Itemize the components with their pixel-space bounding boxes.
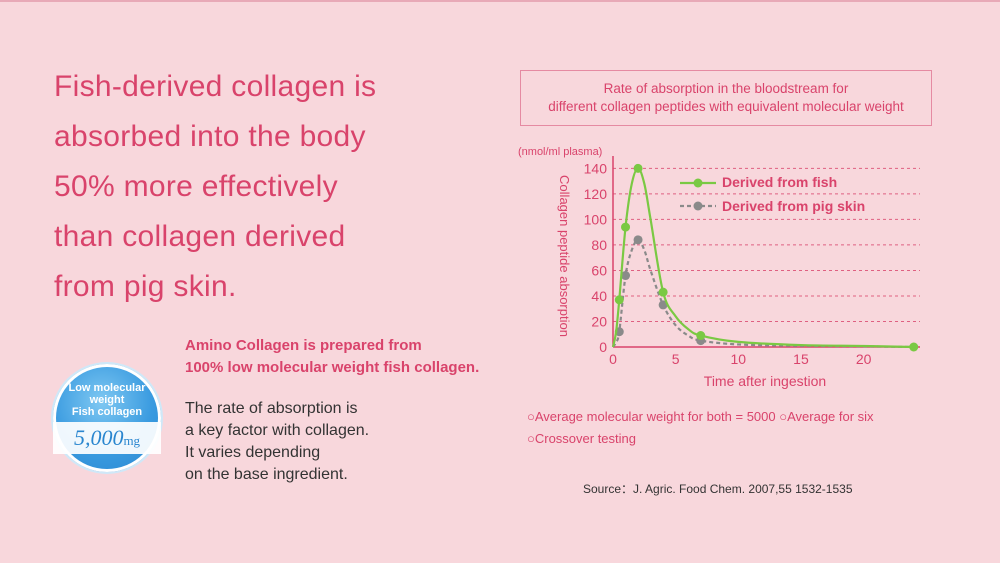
chart-title-line: different collagen peptides with equival… — [548, 99, 904, 114]
data-point-fish — [909, 342, 919, 352]
chart-title-line: Rate of absorption in the bloodstream fo… — [603, 81, 849, 96]
legend-pig-label: Derived from pig skin — [722, 198, 866, 214]
y-tick-label: 60 — [591, 262, 607, 278]
legend-marker-fish — [693, 178, 703, 188]
legend-marker-pig — [693, 201, 703, 211]
body-line: It varies depending — [185, 444, 321, 461]
series-line-pig — [612, 238, 914, 349]
headline-line: Fish-derived collagen is — [54, 70, 377, 103]
x-tick-label: 0 — [609, 351, 617, 367]
headline-line: 50% more effectively — [54, 170, 338, 203]
y-tick-label: 0 — [599, 339, 607, 355]
y-tick-label: 100 — [584, 211, 608, 227]
legend-fish: Derived from fish — [722, 174, 837, 190]
x-tick-label: 20 — [856, 351, 872, 367]
y-tick-label: 120 — [584, 186, 608, 202]
badge-label: Low molecular weight Fish collagen — [53, 382, 161, 418]
molecular-weight-badge: Low molecular weight Fish collagen 5,000… — [53, 364, 161, 472]
chart-title: Rate of absorption in the bloodstream fo… — [520, 70, 932, 126]
data-point-fish — [614, 295, 624, 305]
x-axis-label: Time after ingestion — [704, 373, 826, 389]
badge-amount-value: 5,000 — [73, 425, 124, 450]
y-tick-label: 20 — [591, 313, 607, 329]
body-line: The rate of absorption is — [185, 400, 358, 417]
x-tick-label: 5 — [672, 351, 680, 367]
chart-notes: ○Average molecular weight for both = 500… — [527, 406, 874, 450]
data-point-pig — [633, 235, 643, 245]
y-unit-label: (nmol/ml plasma) — [518, 146, 602, 158]
headline-line: absorbed into the body — [54, 120, 366, 153]
x-tick-label: 15 — [793, 351, 809, 367]
badge-amount: 5,000mg — [53, 422, 161, 454]
top-border — [0, 0, 1000, 2]
y-tick-label: 140 — [584, 160, 608, 176]
headline-line: from pig skin. — [54, 270, 237, 303]
source-citation: Source：J. Agric. Food Chem. 2007,55 1532… — [583, 482, 853, 496]
body-line: on the base ingredient. — [185, 466, 348, 483]
data-point-fish — [633, 163, 643, 173]
x-tick-label: 10 — [731, 351, 747, 367]
badge-amount-unit: mg — [123, 433, 141, 448]
badge-label-line: Low molecular — [68, 382, 146, 394]
legend-pig: Derived from pig skin — [722, 198, 865, 214]
y-tick-label: 40 — [591, 288, 607, 304]
body-text: The rate of absorption is a key factor w… — [185, 398, 485, 486]
data-point-fish — [658, 287, 668, 297]
badge-label-line: weight — [89, 394, 125, 406]
data-point-pig — [658, 300, 668, 310]
note-line: ○Average molecular weight for both = 500… — [527, 409, 874, 424]
data-point-fish — [696, 331, 706, 341]
y-tick-label: 80 — [591, 237, 607, 253]
note-line: ○Crossover testing — [527, 431, 637, 446]
series-line-fish — [611, 167, 914, 349]
subheading: Amino Collagen is prepared from 100% low… — [185, 335, 505, 379]
subheading-line: 100% low molecular weight fish collagen. — [185, 359, 480, 376]
headline: Fish-derived collagen is absorbed into t… — [54, 62, 474, 312]
headline-line: than collagen derived — [54, 220, 346, 253]
data-point-pig — [621, 271, 631, 281]
badge-label-line: Fish collagen — [71, 406, 143, 418]
y-axis-label: Collagen peptide absorption — [557, 175, 572, 337]
body-line: a key factor with collagen. — [185, 422, 370, 439]
data-point-fish — [621, 222, 631, 232]
legend-fish-label: Derived from fish — [722, 174, 838, 190]
subheading-line: Amino Collagen is prepared from — [185, 337, 422, 354]
